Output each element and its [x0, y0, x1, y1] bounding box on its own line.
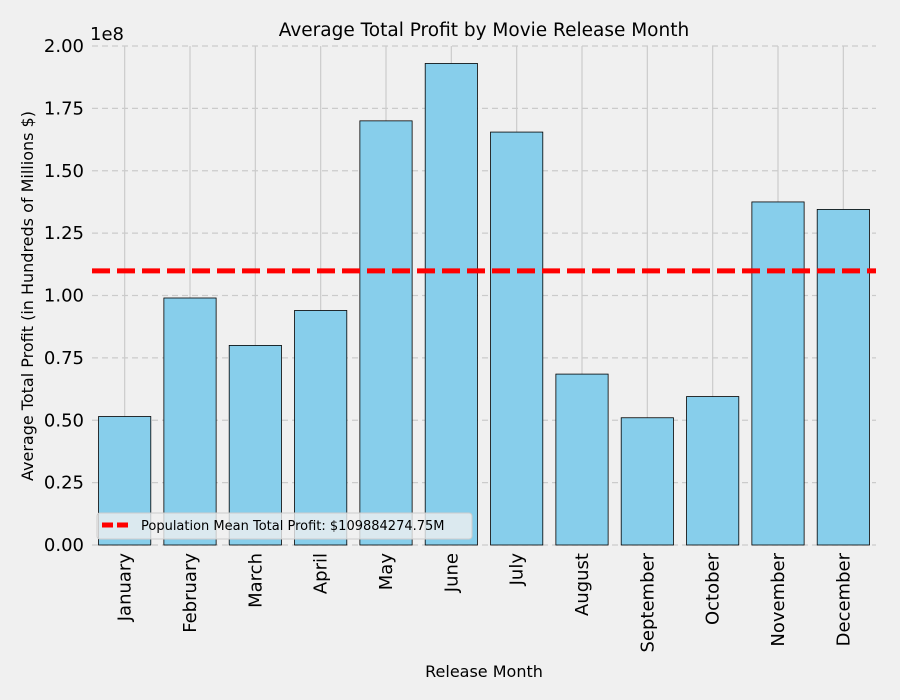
- y-tick-label: 1.00: [44, 286, 84, 307]
- bar-april: [294, 310, 348, 546]
- y-tick-label: 2.00: [44, 36, 84, 57]
- y-tick-label: 1.25: [44, 223, 84, 244]
- x-tick-label: September: [637, 552, 658, 652]
- bar-june: [424, 63, 478, 546]
- legend: Population Mean Total Profit: $109884274…: [96, 512, 473, 540]
- tick-label-layer: 0.00 0.25 0.50 0.75 1.00 1.25 1.50 1.75 2.00 Janu…: [44, 36, 854, 653]
- bar-december: [816, 209, 870, 546]
- bar-july: [490, 131, 544, 546]
- x-tick-label: June: [441, 553, 462, 593]
- y-tick-label: 1.75: [44, 98, 84, 119]
- bar-layer: [98, 63, 870, 546]
- x-tick-label: August: [572, 553, 593, 616]
- x-tick-label: April: [311, 553, 332, 594]
- bar-august: [555, 373, 609, 546]
- y-tick-label: 1.50: [44, 161, 84, 182]
- legend-box: [96, 512, 473, 540]
- bar-february: [163, 297, 217, 546]
- bar-october: [686, 396, 740, 546]
- x-axis-label: Release Month: [425, 662, 543, 681]
- y-offset-text: 1e8: [90, 24, 124, 45]
- legend-mean-line-label: Population Mean Total Profit: $109884274…: [141, 519, 445, 534]
- bar-may: [359, 120, 413, 546]
- y-tick-label: 0.00: [44, 535, 84, 556]
- x-tick-label: December: [833, 552, 854, 646]
- bar-march: [228, 344, 282, 546]
- x-tick-label: July: [507, 553, 528, 587]
- y-tick-label: 0.25: [44, 473, 84, 494]
- x-tick-label: February: [180, 553, 201, 633]
- chart-title: Average Total Profit by Movie Release Mo…: [279, 20, 689, 41]
- x-tick-label: October: [703, 552, 724, 625]
- x-tick-label: March: [245, 553, 266, 608]
- x-tick-label: January: [115, 553, 136, 623]
- x-tick-label: November: [768, 552, 789, 646]
- x-tick-label: May: [376, 553, 397, 591]
- bar-november: [751, 201, 805, 546]
- y-tick-label: 0.75: [44, 348, 84, 369]
- bar-september: [620, 417, 674, 546]
- y-tick-label: 0.50: [44, 410, 84, 431]
- y-axis-label: Average Total Profit (in Hundreds of Mil…: [18, 111, 37, 481]
